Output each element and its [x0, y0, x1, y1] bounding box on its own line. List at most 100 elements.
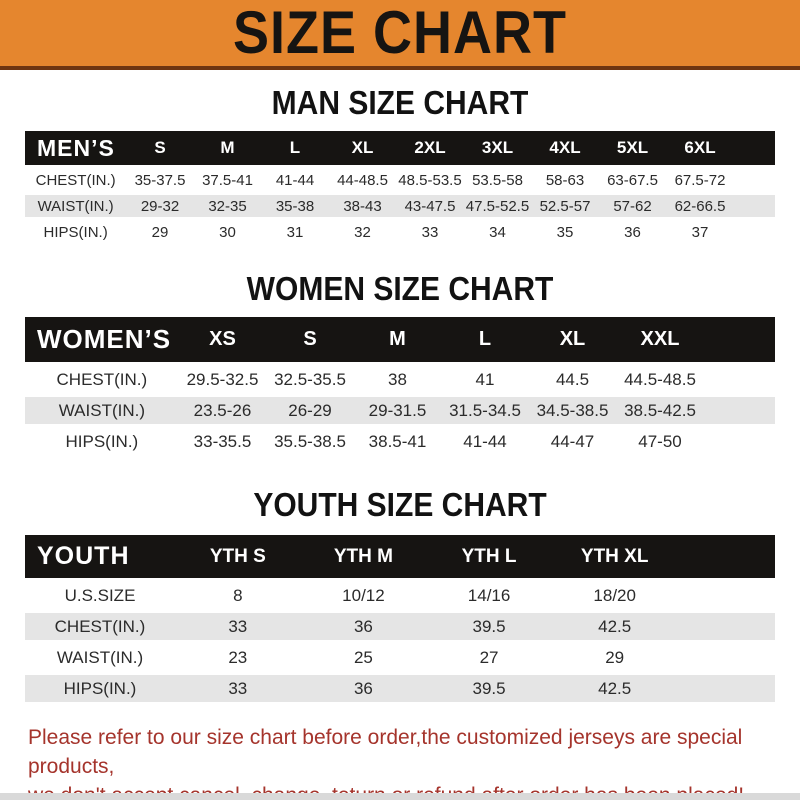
- man-size-chart-table: MEN’S S M L XL 2XL 3XL 4XL 5XL 6XL CHEST(IN.) 35-37…: [25, 127, 775, 247]
- column-header: YTH L: [426, 535, 552, 578]
- value-cell: 31.5-34.5: [441, 397, 529, 424]
- value-cell: 67.5-72: [666, 169, 734, 191]
- row-label: CHEST(IN.): [25, 169, 127, 191]
- youth-size-chart-table: YOUTH YTH S YTH M YTH L YTH XL U.S.SIZE 8 10/12…: [25, 531, 775, 706]
- row-label: U.S.SIZE: [25, 582, 175, 609]
- spacer-cell: [703, 366, 775, 393]
- spacer-cell: [703, 428, 775, 455]
- youth-size-chart-title: YOUTH SIZE CHART: [253, 487, 547, 524]
- value-cell: 29.5-32.5: [178, 366, 267, 393]
- value-cell: 62-66.5: [666, 195, 734, 217]
- value-cell: 33: [175, 613, 301, 640]
- table-row: HIPS(IN.) 33 36 39.5 42.5: [25, 675, 775, 702]
- women-size-chart-corner-label: WOMEN’S: [25, 317, 179, 362]
- value-cell: 39.5: [426, 613, 552, 640]
- row-label: WAIST(IN.): [25, 644, 175, 671]
- value-cell: 43-47.5: [396, 195, 464, 217]
- footer-line-1: Please refer to our size chart before or…: [28, 726, 743, 778]
- value-cell: 38: [353, 366, 442, 393]
- value-cell: 35: [531, 221, 599, 243]
- table-row: WAIST(IN.) 23 25 27 29: [25, 644, 775, 671]
- table-row: CHEST(IN.) 35-37.5 37.5-41 41-44 44-48.5 48.5…: [25, 169, 775, 191]
- women-size-chart: WOMEN SIZE CHART WOMEN’S XS S M L XL XXL CHEST(I…: [0, 271, 800, 459]
- column-header: XXL: [616, 317, 704, 362]
- value-cell: 57-62: [598, 195, 667, 217]
- spacer-cell: [733, 131, 775, 165]
- spacer-cell: [703, 397, 775, 424]
- table-row: CHEST(IN.) 29.5-32.5 32.5-35.5 38 41 44.5 44.5…: [25, 366, 775, 393]
- value-cell: 32: [328, 221, 397, 243]
- value-cell: 35-37.5: [126, 169, 194, 191]
- table-row: U.S.SIZE 8 10/12 14/16 18/20: [25, 582, 775, 609]
- spacer-cell: [677, 644, 775, 671]
- spacer-cell: [677, 582, 775, 609]
- man-size-chart-title: MAN SIZE CHART: [271, 85, 529, 122]
- column-header: YTH S: [175, 535, 301, 578]
- youth-size-chart-corner-label: YOUTH: [25, 535, 175, 578]
- value-cell: 23: [175, 644, 301, 671]
- youth-size-chart: YOUTH SIZE CHART YOUTH YTH S YTH M YTH L YTH …: [0, 487, 800, 706]
- value-cell: 23.5-26: [178, 397, 267, 424]
- page-title: SIZE CHART: [233, 0, 567, 67]
- column-header: 5XL: [598, 131, 667, 165]
- value-cell: 34.5-38.5: [528, 397, 617, 424]
- value-cell: 47-50: [616, 428, 704, 455]
- row-label: WAIST(IN.): [25, 397, 179, 424]
- column-header: XL: [328, 131, 397, 165]
- row-label: WAIST(IN.): [25, 195, 127, 217]
- value-cell: 32.5-35.5: [266, 366, 354, 393]
- table-row: CHEST(IN.) 33 36 39.5 42.5: [25, 613, 775, 640]
- column-header: 3XL: [463, 131, 532, 165]
- value-cell: 53.5-58: [463, 169, 532, 191]
- table-row: WAIST(IN.) 29-32 32-35 35-38 38-43 43-47.5 47.…: [25, 195, 775, 217]
- value-cell: 39.5: [426, 675, 552, 702]
- value-cell: 32-35: [193, 195, 262, 217]
- women-size-chart-table: WOMEN’S XS S M L XL XXL CHEST(IN.) 29.5-32.5 32.5…: [25, 313, 775, 459]
- value-cell: 37: [666, 221, 734, 243]
- value-cell: 37.5-41: [193, 169, 262, 191]
- value-cell: 41-44: [441, 428, 529, 455]
- table-row: HIPS(IN.) 29 30 31 32 33 34 35 36 37: [25, 221, 775, 243]
- column-header: YTH XL: [551, 535, 678, 578]
- value-cell: 44.5: [528, 366, 617, 393]
- column-header: M: [353, 317, 442, 362]
- column-header: 2XL: [396, 131, 464, 165]
- value-cell: 42.5: [551, 675, 678, 702]
- column-header: L: [441, 317, 529, 362]
- spacer-cell: [677, 535, 775, 578]
- value-cell: 36: [300, 613, 427, 640]
- women-size-chart-title: WOMEN SIZE CHART: [246, 271, 554, 308]
- value-cell: 38.5-41: [353, 428, 442, 455]
- sections-root: MAN SIZE CHART MEN’S S M L XL 2XL 3XL 4XL 5XL 6XL C…: [0, 85, 800, 706]
- value-cell: 52.5-57: [531, 195, 599, 217]
- spacer-cell: [703, 317, 775, 362]
- value-cell: 30: [193, 221, 262, 243]
- table-header-row: WOMEN’S XS S M L XL XXL: [25, 317, 775, 362]
- value-cell: 29-31.5: [353, 397, 442, 424]
- value-cell: 38-43: [328, 195, 397, 217]
- footer-note: Please refer to our size chart before or…: [28, 723, 780, 800]
- table-header-row: YOUTH YTH S YTH M YTH L YTH XL: [25, 535, 775, 578]
- column-header: XL: [528, 317, 617, 362]
- row-label: CHEST(IN.): [25, 613, 175, 640]
- value-cell: 26-29: [266, 397, 354, 424]
- spacer-cell: [677, 675, 775, 702]
- value-cell: 27: [426, 644, 552, 671]
- spacer-cell: [733, 195, 775, 217]
- spacer-cell: [733, 221, 775, 243]
- banner: SIZE CHART: [0, 0, 800, 70]
- table-row: WAIST(IN.) 23.5-26 26-29 29-31.5 31.5-34.5 34…: [25, 397, 775, 424]
- spacer-cell: [677, 613, 775, 640]
- column-header: S: [266, 317, 354, 362]
- value-cell: 35-38: [261, 195, 329, 217]
- value-cell: 41-44: [261, 169, 329, 191]
- value-cell: 10/12: [300, 582, 427, 609]
- bottom-strip: [0, 793, 800, 800]
- value-cell: 42.5: [551, 613, 678, 640]
- value-cell: 29: [126, 221, 194, 243]
- column-header: S: [126, 131, 194, 165]
- value-cell: 29: [551, 644, 678, 671]
- column-header: XS: [178, 317, 267, 362]
- value-cell: 38.5-42.5: [616, 397, 704, 424]
